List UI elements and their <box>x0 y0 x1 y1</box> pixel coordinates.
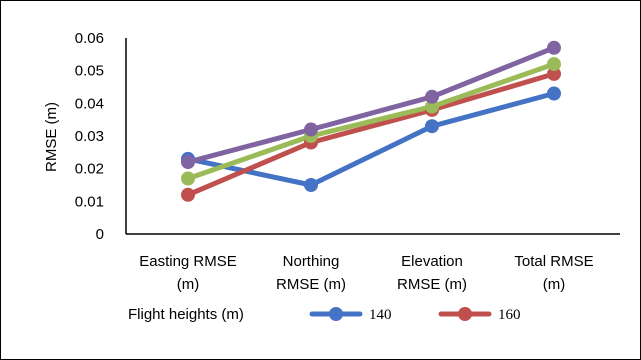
y-tick-label: 0.01 <box>75 193 104 210</box>
legend: Flight heights (m) 140 160 <box>128 306 521 323</box>
y-tick-label: 0.03 <box>75 128 104 145</box>
x-tick-label: Total RMSE <box>514 253 593 270</box>
y-tick-labels: 0 0.01 0.02 0.03 0.04 0.05 0.06 <box>75 30 104 243</box>
y-tick-label: 0 <box>96 226 104 243</box>
y-tick-label: 0.06 <box>75 30 104 47</box>
data-point <box>304 178 318 192</box>
series-lines <box>185 45 557 198</box>
legend-title: Flight heights (m) <box>128 306 244 323</box>
x-tick-label: Elevation <box>401 253 463 270</box>
axes <box>125 38 620 235</box>
x-tick-label: Easting RMSE <box>139 253 237 270</box>
y-axis-label: RMSE (m) <box>43 102 60 172</box>
x-tick-label: Northing <box>283 253 340 270</box>
legend-label: 160 <box>498 307 521 323</box>
series-line <box>185 45 557 165</box>
data-point <box>547 66 561 81</box>
data-point <box>181 171 195 186</box>
series-points <box>181 40 561 202</box>
x-tick-label: RMSE (m) <box>276 276 346 293</box>
y-tick-label: 0.04 <box>75 95 104 112</box>
data-point <box>425 119 439 134</box>
legend-swatch-marker <box>458 307 472 321</box>
data-point <box>547 40 561 55</box>
data-point <box>547 86 561 101</box>
data-point <box>425 99 439 114</box>
series-line <box>185 91 557 188</box>
data-point <box>181 155 195 170</box>
y-tick-label: 0.05 <box>75 63 104 80</box>
series-line <box>185 61 557 181</box>
x-tick-labels: Easting RMSE (m) Northing RMSE (m) Elevation… <box>139 253 593 293</box>
legend-label: 140 <box>369 307 392 323</box>
series-line <box>185 71 557 198</box>
data-point <box>425 89 439 104</box>
x-tick-label: (m) <box>177 276 200 293</box>
x-tick-label: (m) <box>543 276 566 293</box>
x-tick-label: RMSE (m) <box>397 276 467 293</box>
y-tick-label: 0.02 <box>75 161 104 178</box>
data-point <box>304 122 318 137</box>
legend-swatch-marker <box>329 307 343 321</box>
data-point <box>547 57 561 72</box>
data-point <box>181 187 195 202</box>
